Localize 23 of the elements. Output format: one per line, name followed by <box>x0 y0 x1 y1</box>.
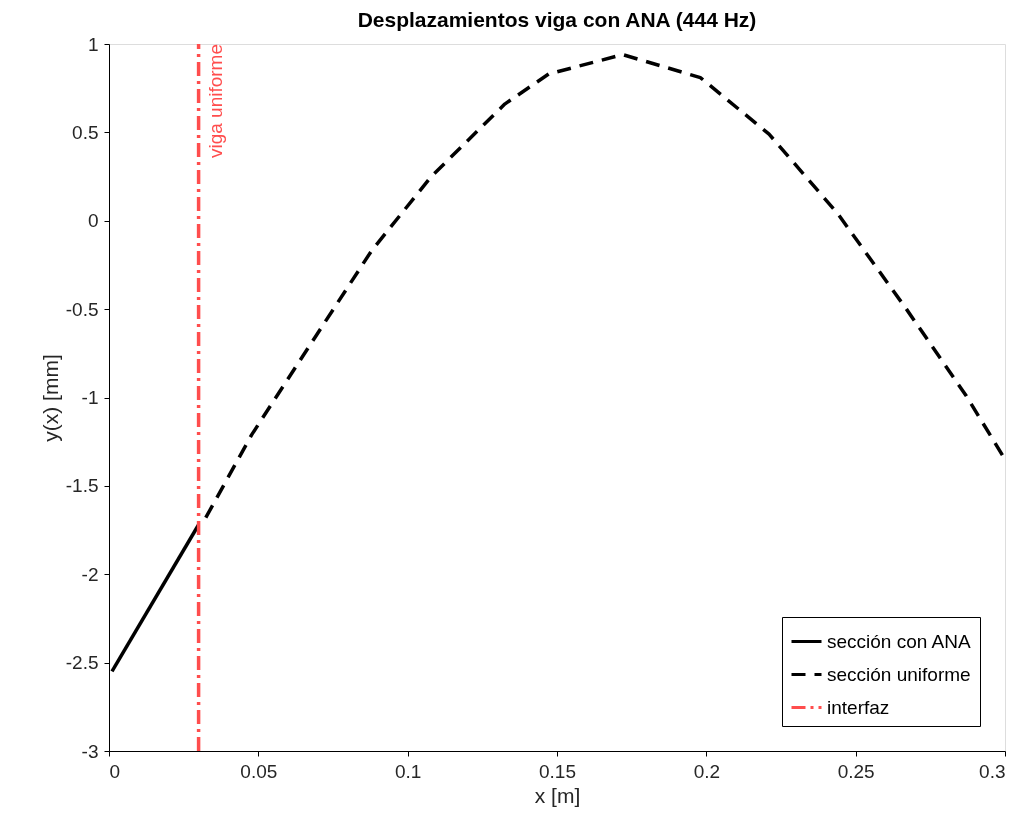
x-tick-label: 0.1 <box>394 760 422 782</box>
x-tick-label: 0.3 <box>979 760 1006 782</box>
legend-label: sección uniforme <box>827 663 971 685</box>
y-tick-label: 0 <box>87 210 99 232</box>
y-tick-label: -2.5 <box>65 652 99 674</box>
x-tick-label: 0 <box>109 760 121 782</box>
y-axis-title: y(x) [mm] <box>38 354 62 442</box>
x-tick-label: 0.15 <box>539 760 576 782</box>
x-tick-label: 0.2 <box>693 760 721 782</box>
legend-label: interfaz <box>827 696 890 718</box>
y-tick-label: -1 <box>81 387 99 408</box>
y-tick-label: -2 <box>81 563 99 585</box>
y-tick-label: 1 <box>87 33 99 55</box>
chart-title: Desplazamientos viga con ANA (444 Hz) <box>357 8 757 31</box>
y-tick-label: 0.5 <box>72 121 99 143</box>
x-tick-label: 0.05 <box>240 760 278 782</box>
x-tick-label: 0.25 <box>837 760 875 782</box>
x-axis-title: x [m] <box>534 783 581 807</box>
y-tick-label: -3 <box>81 740 99 762</box>
legend-label: sección con ANA <box>827 630 971 652</box>
y-tick-label: -0.5 <box>65 298 99 320</box>
y-tick-label: -1.5 <box>65 475 99 497</box>
annotation: viga uniforme <box>204 44 226 159</box>
